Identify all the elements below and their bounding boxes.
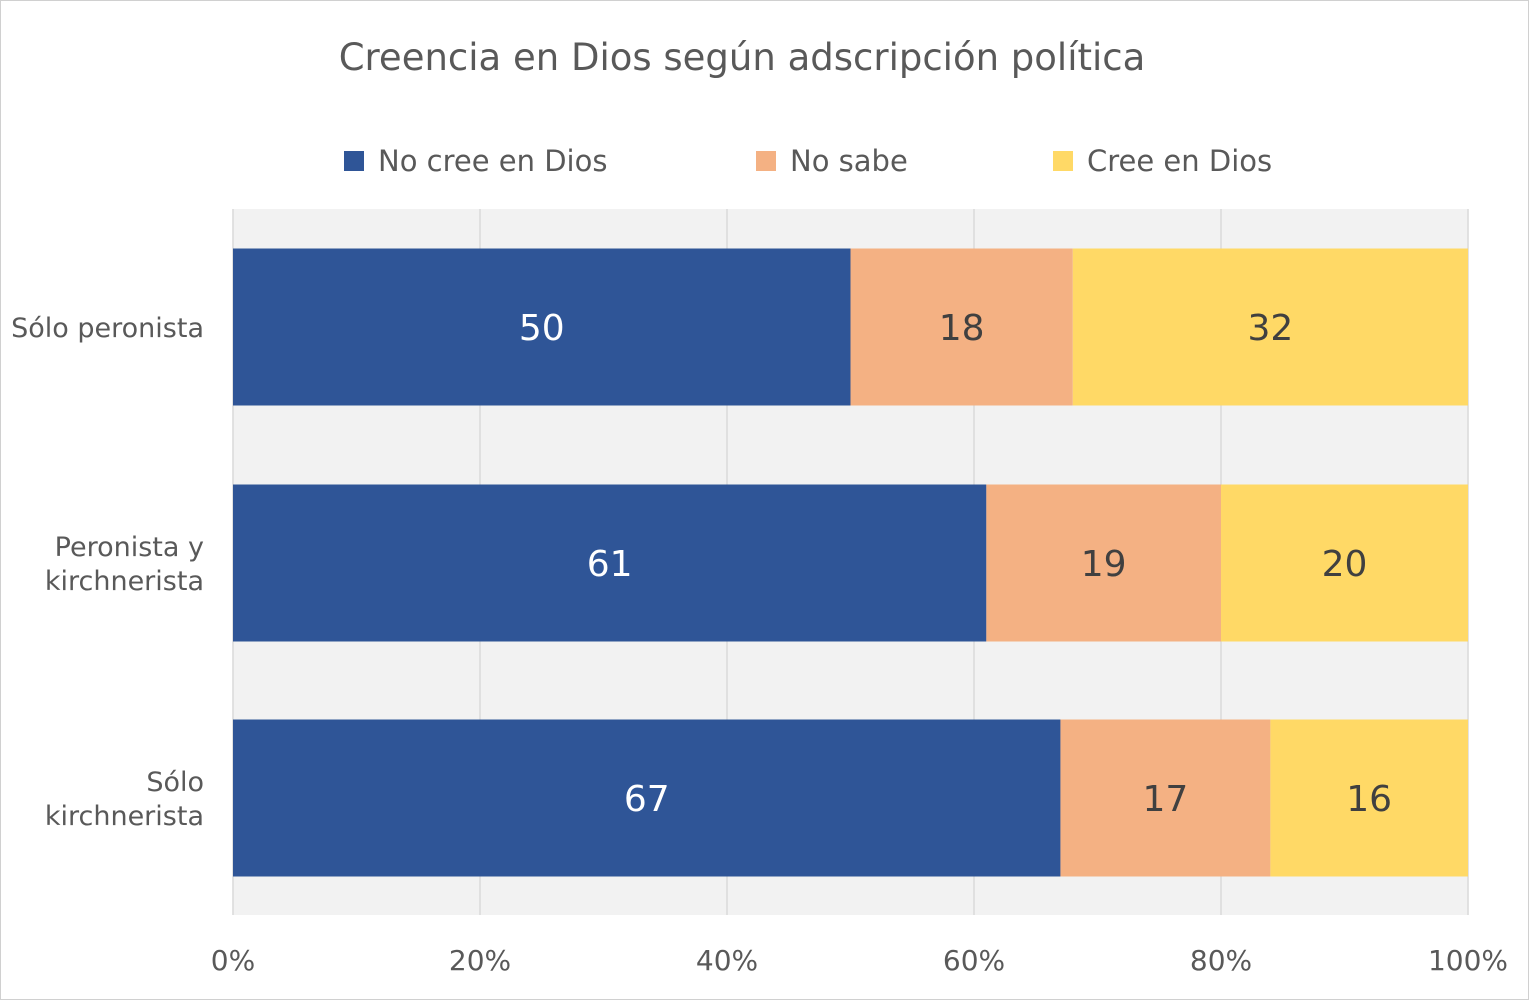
legend-item-no-cree: No cree en Dios xyxy=(344,143,607,179)
x-tick-label-1: 20% xyxy=(449,944,511,977)
category-label-1: Peronista y kirchnerista xyxy=(45,532,204,597)
category-label-line-0-0: Sólo peronista xyxy=(11,313,204,344)
legend-item-no-sabe: No sabe xyxy=(756,143,908,179)
data-label-0-2: 32 xyxy=(1247,308,1293,349)
data-label-2-0: 67 xyxy=(624,779,670,820)
data-label-1-1: 19 xyxy=(1081,544,1127,585)
legend-label-cree: Cree en Dios xyxy=(1087,144,1273,178)
chart-title: Creencia en Dios según adscripción polít… xyxy=(338,36,1146,79)
category-label-0: Sólo peronista xyxy=(11,313,204,344)
x-tick-label-0: 0% xyxy=(211,944,255,977)
data-label-0-0: 50 xyxy=(519,308,565,349)
legend-label-no-sabe: No sabe xyxy=(790,144,908,178)
data-label-2-2: 16 xyxy=(1346,779,1392,820)
data-label-0-1: 18 xyxy=(939,308,985,349)
bar-segment-0-2 xyxy=(1072,248,1468,406)
category-label-line-2-0: Sólo xyxy=(146,767,204,798)
category-label-line-2-1: kirchnerista xyxy=(45,801,204,832)
legend-swatch-no-sabe xyxy=(756,151,776,171)
x-tick-label-5: 100% xyxy=(1428,944,1508,977)
legend-label-no-cree: No cree en Dios xyxy=(378,144,608,178)
bar-segment-2-0 xyxy=(233,719,1061,877)
bar-segment-2-2 xyxy=(1270,719,1468,877)
category-label-line-1-0: Peronista y xyxy=(55,532,204,563)
legend-item-cree: Cree en Dios xyxy=(1053,143,1272,179)
data-label-2-1: 17 xyxy=(1143,779,1189,820)
bar-segment-1-0 xyxy=(233,484,987,642)
data-label-1-0: 61 xyxy=(587,544,633,585)
bar-segment-1-2 xyxy=(1221,484,1468,642)
legend-swatch-cree xyxy=(1053,151,1073,171)
legend-swatch-no-cree xyxy=(344,151,364,171)
category-label-2: Sólo kirchnerista xyxy=(45,767,204,832)
bar-segment-0-0 xyxy=(233,248,851,406)
bar-segment-0-1 xyxy=(850,248,1073,406)
bar-segment-1-1 xyxy=(986,484,1221,642)
bar-segment-2-1 xyxy=(1060,719,1271,877)
x-tick-label-4: 80% xyxy=(1190,944,1252,977)
x-tick-label-3: 60% xyxy=(943,944,1005,977)
category-label-line-1-1: kirchnerista xyxy=(45,566,204,597)
data-label-1-2: 20 xyxy=(1322,544,1368,585)
x-tick-label-2: 40% xyxy=(696,944,758,977)
